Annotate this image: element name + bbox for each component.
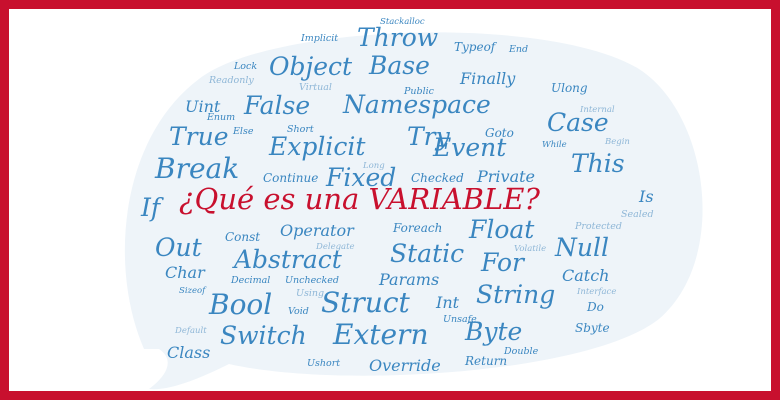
word-string: String <box>476 280 556 309</box>
word-double: Double <box>504 346 539 357</box>
word-delegate: Delegate <box>316 242 355 252</box>
word-interface: Interface <box>577 287 617 297</box>
word-short: Short <box>287 124 314 135</box>
word-end: End <box>509 44 529 55</box>
word-stackalloc: Stackalloc <box>380 17 425 27</box>
word-byte: Byte <box>465 317 523 346</box>
word-char: Char <box>165 263 205 282</box>
word-namespace: Namespace <box>343 90 491 119</box>
word-else: Else <box>233 126 254 137</box>
word-public: Public <box>404 86 434 97</box>
word-sbyte: Sbyte <box>575 321 610 335</box>
word-typeof: Typeof <box>454 40 496 54</box>
word-private: Private <box>477 167 536 186</box>
word-try: Try <box>407 122 450 151</box>
word-int: Int <box>436 293 460 312</box>
word-begin: Begin <box>605 137 630 147</box>
word-abstract: Abstract <box>234 245 342 274</box>
word-finally: Finally <box>460 69 516 88</box>
word-float: Float <box>469 215 535 244</box>
word-ulong: Ulong <box>551 81 588 95</box>
word-bool: Bool <box>209 288 273 321</box>
word-using: Using <box>296 288 325 299</box>
word-foreach: Foreach <box>393 221 443 235</box>
word-checked: Checked <box>411 171 464 185</box>
word-decimal: Decimal <box>231 275 271 286</box>
word-while: While <box>542 140 567 150</box>
word-struct: Struct <box>321 286 410 319</box>
word-protected: Protected <box>575 221 622 232</box>
title: ¿Qué es una VARIABLE? <box>179 182 540 216</box>
word-true: True <box>169 122 229 151</box>
word-switch: Switch <box>220 321 307 350</box>
word-unchecked: Unchecked <box>285 275 339 286</box>
word-const: Const <box>225 230 261 244</box>
word-false: False <box>244 91 311 120</box>
word-uint: Uint <box>185 97 221 116</box>
word-goto: Goto <box>485 126 514 140</box>
word-unsafe: Unsafe <box>443 314 477 325</box>
word-explicit: Explicit <box>269 132 366 161</box>
word-override: Override <box>369 356 441 375</box>
word-for: For <box>481 248 524 277</box>
word-out: Out <box>155 233 202 262</box>
word-sizeof: Sizeof <box>179 286 206 296</box>
word-operator: Operator <box>280 221 354 240</box>
word-catch: Catch <box>562 266 610 285</box>
word-null: Null <box>555 233 609 262</box>
word-static: Static <box>390 239 465 268</box>
word-base: Base <box>369 51 430 80</box>
word-extern: Extern <box>333 318 429 351</box>
word-implicit: Implicit <box>301 33 339 44</box>
word-enum: Enum <box>207 112 236 123</box>
word-do: Do <box>587 300 604 314</box>
word-if: If <box>141 193 161 222</box>
word-default: Default <box>175 326 207 336</box>
word-readonly: Readonly <box>209 75 254 86</box>
word-fixed: Fixed <box>326 163 397 192</box>
word-internal: Internal <box>580 105 615 115</box>
word-void: Void <box>288 306 309 317</box>
word-is: Is <box>639 187 654 206</box>
word-long: Long <box>363 161 385 171</box>
word-case: Case <box>547 108 609 137</box>
word-lock: Lock <box>234 61 258 72</box>
word-return: Return <box>465 354 508 368</box>
word-class: Class <box>167 343 211 362</box>
word-params: Params <box>379 270 440 289</box>
word-volatile: Volatile <box>514 244 547 254</box>
word-this: This <box>571 149 625 178</box>
word-ushort: Ushort <box>307 358 341 369</box>
speech-bubble-shape <box>124 32 703 390</box>
word-continue: Continue <box>263 171 319 185</box>
word-break: Break <box>155 152 240 185</box>
word-object: Object <box>269 52 353 81</box>
word-throw: Throw <box>357 23 439 52</box>
word-event: Event <box>433 133 507 162</box>
word-sealed: Sealed <box>621 209 654 220</box>
word-virtual: Virtual <box>299 82 332 93</box>
